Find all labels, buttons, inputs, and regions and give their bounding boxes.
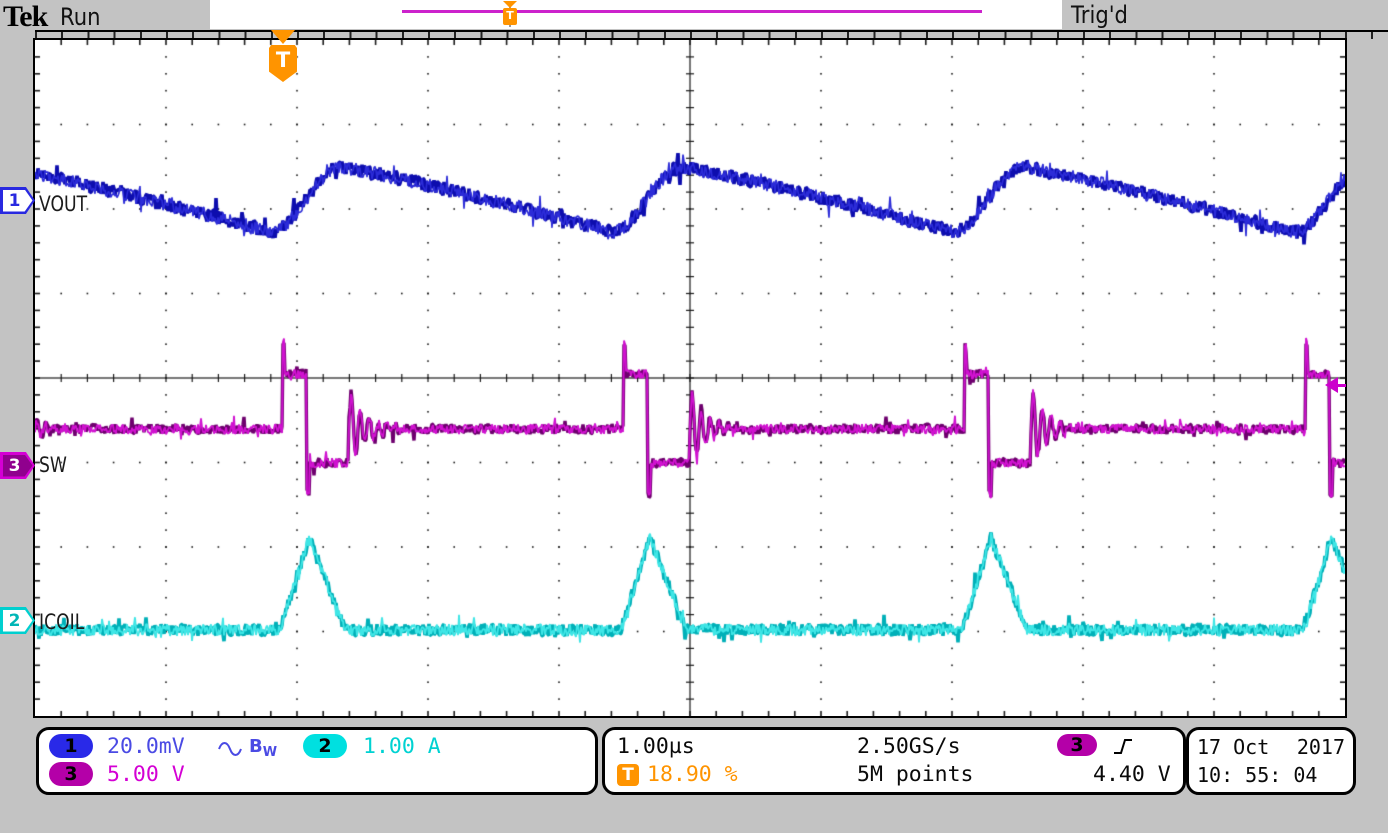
- record-trigger-position-icon: T: [502, 1, 518, 27]
- trigger-position-flag-icon: T: [269, 30, 297, 82]
- ch1-marker-digit: 1: [2, 189, 33, 212]
- top-rule-line: [35, 30, 1388, 32]
- horizontal-trigger-readout-box: 1.00µs 2.50GS/s 3 T 18.90 % 5M points 4.…: [602, 727, 1186, 795]
- sample-rate-readout: 2.50GS/s: [857, 734, 961, 759]
- bw-sub-letter: W: [262, 745, 278, 760]
- tek-logo: Tek: [3, 0, 48, 33]
- time-readout: 10: 55: 04: [1197, 763, 1318, 787]
- ch2-badge: 2: [303, 734, 347, 758]
- record-length-readout: 5M points: [857, 762, 974, 787]
- ch1-trace-label: VOUT: [39, 192, 88, 216]
- date-readout: 17 Oct: [1197, 735, 1270, 759]
- channel-readout-box: 1 20.0mV BW 2 1.00 A 3 5.00 V: [36, 727, 598, 795]
- bw-letter: B: [249, 736, 263, 757]
- trigger-t-badge: T: [617, 764, 639, 786]
- record-window-line: [402, 10, 982, 13]
- rising-edge-icon: [1114, 739, 1132, 754]
- trigger-status: Trig'd: [1071, 1, 1128, 29]
- year-readout: 2017: [1296, 735, 1345, 759]
- ch3-badge: 3: [49, 762, 93, 786]
- waveform-display-frame: [33, 38, 1347, 718]
- ac-coupling-icon: [218, 742, 242, 756]
- datetime-readout-box: 17 Oct 2017 10: 55: 04: [1186, 727, 1356, 795]
- acquisition-state: Run: [60, 3, 101, 31]
- timebase-readout: 1.00µs: [617, 734, 695, 759]
- ch3-scale-readout: 5.00 V: [107, 762, 185, 787]
- bandwidth-limit-icon: BW: [249, 734, 277, 760]
- ch3-trace-label: SW: [39, 453, 67, 477]
- record-trigger-t-icon: T: [503, 8, 517, 25]
- record-trigger-triangle-icon: [503, 1, 517, 8]
- ch2-scale-readout: 1.00 A: [363, 734, 441, 759]
- ch2-position-marker: 2: [0, 607, 35, 634]
- ch3-marker-digit: 3: [2, 454, 33, 477]
- waveform-display: [35, 40, 1345, 716]
- top-rule-ticks: [35, 32, 1388, 39]
- record-view-bar: T: [210, 0, 1062, 29]
- ch2-trace-label: ICOIL: [39, 610, 85, 634]
- trigger-position-readout: 18.90 %: [647, 762, 738, 787]
- trigger-position-t-icon: T: [269, 45, 297, 82]
- ch1-badge: 1: [49, 734, 93, 758]
- trigger-source-badge: 3: [1057, 734, 1097, 756]
- ch3-position-marker: 3: [0, 452, 35, 479]
- trigger-level-readout: 4.40 V: [1093, 762, 1171, 787]
- ch1-scale-readout: 20.0mV: [107, 734, 185, 759]
- ch2-marker-digit: 2: [2, 609, 33, 632]
- trigger-position-triangle-icon: [271, 30, 295, 44]
- trigger-level-arrow-icon: [1325, 377, 1346, 393]
- trigger-level-arrow-tail: [1337, 383, 1346, 387]
- ch1-position-marker: 1: [0, 187, 35, 214]
